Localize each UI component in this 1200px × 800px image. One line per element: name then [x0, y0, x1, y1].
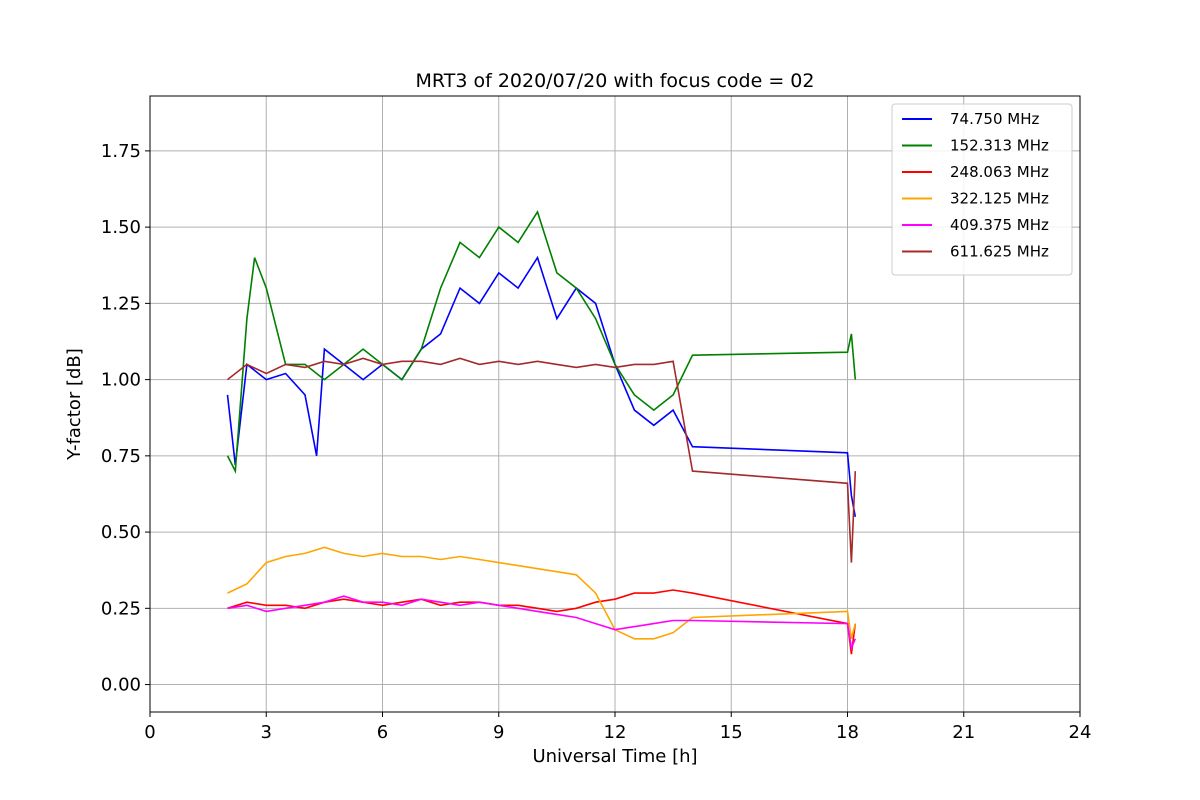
x-tick-label: 3: [261, 722, 272, 743]
x-tick-label: 9: [493, 722, 504, 743]
legend-label: 248.063 MHz: [950, 163, 1049, 181]
y-tick-label: 0.50: [101, 522, 141, 543]
y-tick-label: 1.75: [101, 141, 141, 162]
x-tick-label: 6: [377, 722, 388, 743]
series-line-4: [227, 595, 857, 651]
legend-label: 322.125 MHz: [950, 190, 1049, 208]
y-tick-label: 1.50: [101, 217, 141, 238]
legend-label: 152.313 MHz: [950, 137, 1049, 155]
y-tick-label: 0.75: [101, 446, 141, 467]
legend: 74.750 MHz 152.313 MHz 248.063 MHz 322.125 …: [891, 103, 1073, 276]
x-tick-label: 15: [720, 722, 743, 743]
y-axis-label: Y-factor [dB]: [64, 348, 85, 461]
x-tick-label: 18: [836, 722, 859, 743]
x-tick-label: 24: [1069, 722, 1092, 743]
series-layer: [226, 210, 857, 655]
legend-box: [891, 103, 1073, 276]
y-tick-label: 1.25: [101, 293, 141, 314]
series-line-0: [226, 255, 857, 517]
legend-label: 74.750 MHz: [950, 110, 1039, 128]
series-line-5: [227, 357, 857, 563]
x-tick-label: 21: [952, 722, 975, 743]
x-tick-label: 12: [604, 722, 627, 743]
legend-label: 611.625 MHz: [950, 243, 1049, 261]
y-tick-label: 0.25: [101, 598, 141, 619]
series-line-3: [227, 546, 857, 640]
x-axis-label: Universal Time [h]: [532, 746, 697, 767]
y-tick-label: 1.00: [101, 370, 141, 391]
x-tick-label: 0: [144, 722, 155, 743]
y-tick-label: 0.00: [101, 675, 141, 696]
chart-title: MRT3 of 2020/07/20 with focus code = 02: [416, 70, 815, 92]
series-line-1: [226, 210, 857, 475]
tick-layer: 0 3 6 9 12 15 18 21 24 0.00 0.25 0.50 0.75 1.00 1.25 1.…: [101, 141, 1092, 743]
legend-label: 409.375 MHz: [950, 216, 1049, 234]
